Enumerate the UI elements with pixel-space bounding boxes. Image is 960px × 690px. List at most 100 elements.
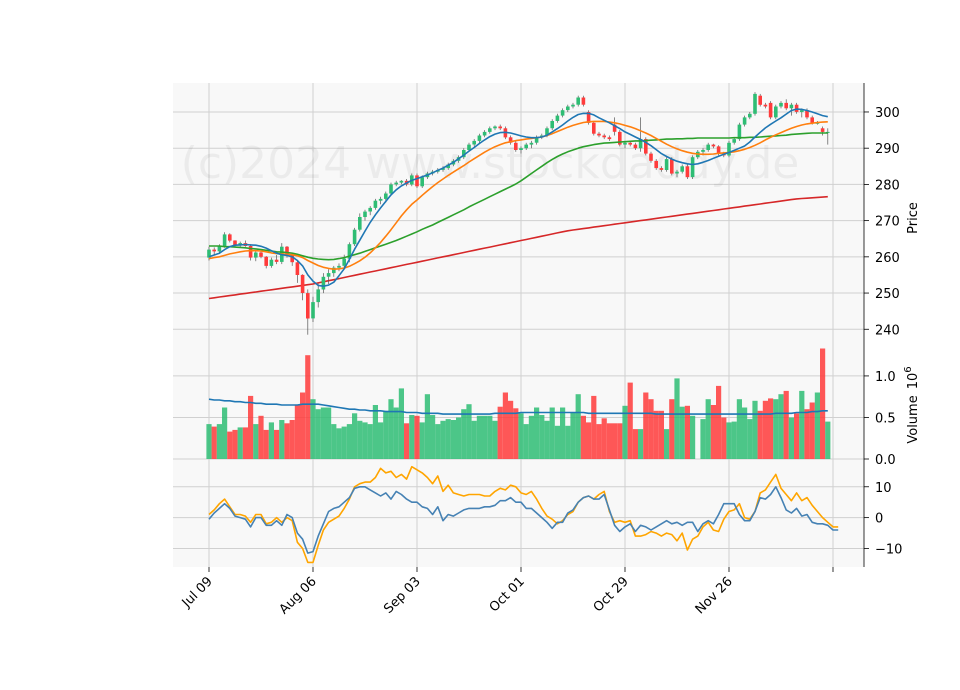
candlestick xyxy=(363,209,367,221)
candle-body xyxy=(644,139,648,154)
candlestick xyxy=(415,173,419,188)
volume-bar xyxy=(300,392,306,459)
candle-body xyxy=(306,293,310,319)
volume-axis-label: Volume 106 xyxy=(903,366,921,443)
candle-body xyxy=(342,258,346,266)
candlestick xyxy=(462,148,466,160)
candlestick xyxy=(368,206,372,216)
volume-bar xyxy=(825,421,831,459)
candlestick xyxy=(498,124,502,131)
volume-bar xyxy=(357,420,363,459)
candlestick xyxy=(576,95,580,107)
candlestick xyxy=(592,121,596,136)
candle-body xyxy=(550,121,554,129)
candle-body xyxy=(389,184,393,194)
volume-bar xyxy=(310,399,316,459)
volume-bar xyxy=(606,423,612,459)
volume-bar xyxy=(398,388,404,459)
volume-bar xyxy=(305,355,311,459)
candle-body xyxy=(748,113,752,118)
candlestick xyxy=(300,274,305,301)
candlestick xyxy=(571,102,575,109)
candle-body xyxy=(285,246,289,255)
volume-bar xyxy=(232,429,238,459)
candlestick xyxy=(332,265,336,277)
candle-body xyxy=(347,244,352,259)
volume-axis-label-base: 10 xyxy=(906,373,921,390)
candle-body xyxy=(420,177,424,187)
volume-bar xyxy=(284,423,290,459)
candlestick xyxy=(472,139,476,147)
volume-bar xyxy=(211,426,217,459)
candle-body xyxy=(649,153,653,161)
candle-body xyxy=(779,102,783,107)
candle-body xyxy=(706,144,710,150)
volume-axis-label-text: Volume xyxy=(906,395,921,443)
candlestick xyxy=(274,255,279,265)
volume-bar xyxy=(242,427,248,459)
volume-bar xyxy=(778,394,784,459)
volume-bar xyxy=(430,415,436,459)
osc-tick-label: −10 xyxy=(875,542,902,557)
volume-bar xyxy=(383,410,389,459)
volume-bar xyxy=(627,382,633,459)
candlestick xyxy=(550,119,554,131)
candle-body xyxy=(753,93,757,114)
candlestick xyxy=(732,137,736,145)
candlestick xyxy=(784,99,788,111)
candle-body xyxy=(482,131,487,136)
candle-body xyxy=(300,274,305,293)
candlestick xyxy=(581,95,586,107)
candlestick xyxy=(680,164,684,174)
volume-bar xyxy=(482,415,488,459)
volume-bar xyxy=(783,390,789,459)
candle-body xyxy=(701,150,705,152)
volume-bar xyxy=(549,407,555,459)
candle-body xyxy=(618,131,622,145)
candlestick xyxy=(212,247,216,255)
price-tick-label: 250 xyxy=(875,287,900,302)
volume-bar xyxy=(518,413,524,459)
candle-body xyxy=(498,126,502,129)
candle-body xyxy=(519,148,523,150)
volume-bar xyxy=(346,424,352,459)
candle-body xyxy=(659,168,664,170)
volume-bar xyxy=(523,424,529,459)
volume-bar xyxy=(326,407,332,459)
ma-fast-line xyxy=(208,108,828,288)
candle-body xyxy=(228,234,232,241)
volume-bar xyxy=(570,412,576,459)
candle-body xyxy=(462,150,466,158)
candle-body xyxy=(654,160,658,169)
candle-body xyxy=(352,229,357,245)
volume-bar xyxy=(736,399,742,459)
candle-body xyxy=(592,122,596,134)
candlestick xyxy=(753,92,757,116)
candle-body xyxy=(217,246,222,252)
candle-body xyxy=(290,255,294,263)
candlestick xyxy=(389,182,393,196)
candle-body xyxy=(295,262,300,275)
x-tick-label: Aug 06 xyxy=(277,574,320,617)
volume-bar xyxy=(747,419,753,459)
candle-body xyxy=(664,159,669,170)
candle-body xyxy=(488,128,492,132)
candle-body xyxy=(415,175,419,187)
candlestick xyxy=(524,142,528,150)
candle-body xyxy=(472,140,476,145)
volume-bar xyxy=(534,407,540,459)
candle-body xyxy=(233,240,237,246)
candle-body xyxy=(467,144,471,150)
candle-body xyxy=(274,259,279,262)
x-tick-label: Jul 09 xyxy=(179,574,216,611)
candle-body xyxy=(326,273,331,277)
candlestick xyxy=(711,143,716,149)
volume-bar xyxy=(643,392,649,459)
volume-bar xyxy=(716,385,722,459)
candlestick xyxy=(352,227,357,246)
volume-bar xyxy=(726,422,732,459)
candlestick xyxy=(633,142,638,150)
candlestick xyxy=(675,169,679,178)
candle-body xyxy=(690,157,695,178)
volume-bar xyxy=(372,405,378,459)
